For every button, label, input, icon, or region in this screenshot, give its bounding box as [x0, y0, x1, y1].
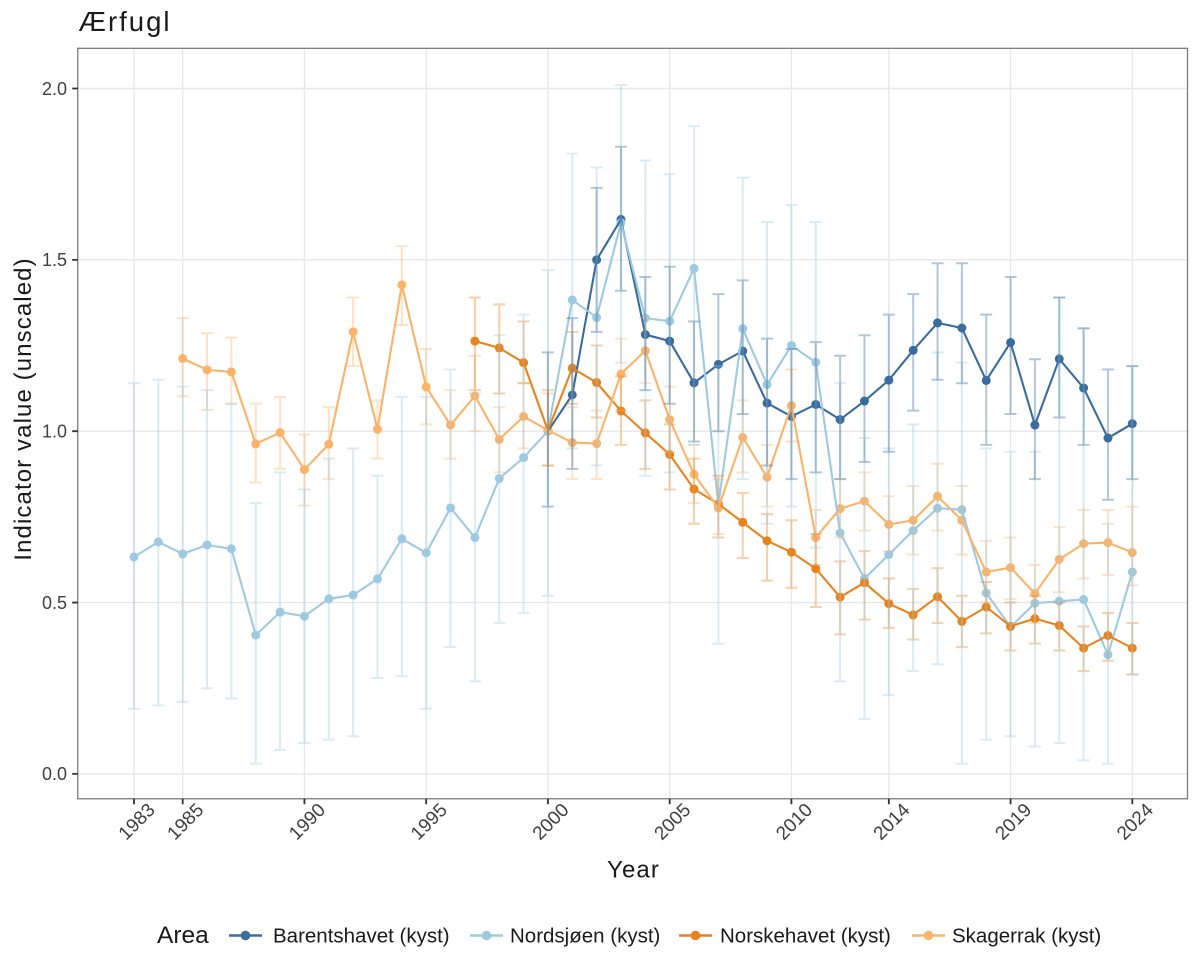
svg-text:0.0: 0.0: [42, 764, 67, 784]
svg-text:Indicator value (unscaled): Indicator value (unscaled): [10, 257, 37, 560]
svg-text:Nordsjøen (kyst): Nordsjøen (kyst): [510, 925, 660, 948]
svg-text:Year: Year: [607, 857, 660, 884]
svg-text:1.0: 1.0: [42, 422, 67, 442]
svg-text:Area: Area: [157, 922, 209, 949]
svg-text:Norskehavet (kyst): Norskehavet (kyst): [720, 925, 891, 948]
svg-text:Skagerrak (kyst): Skagerrak (kyst): [952, 925, 1101, 948]
svg-text:2.0: 2.0: [42, 79, 67, 99]
svg-text:Barentshavet (kyst): Barentshavet (kyst): [273, 925, 450, 948]
svg-text:Ærfugl: Ærfugl: [79, 6, 172, 37]
svg-text:1.5: 1.5: [42, 250, 67, 270]
svg-text:0.5: 0.5: [42, 593, 67, 613]
